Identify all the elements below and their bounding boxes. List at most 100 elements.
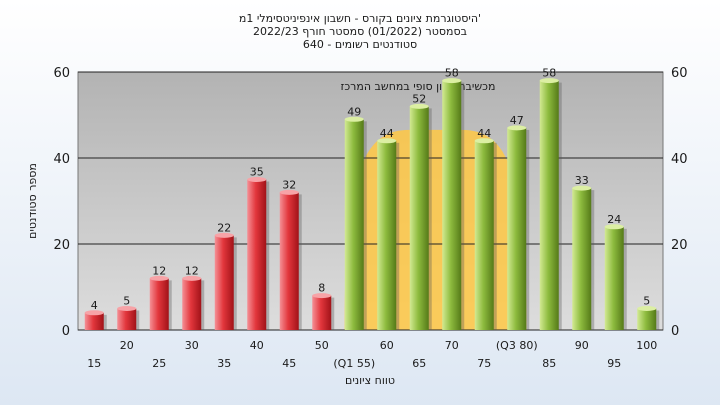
bar-cap [637,306,657,311]
data-label: 58 [542,67,556,80]
bar [247,177,270,330]
chart-title: היסטוגרמת ציונים בקורס - חשבון אינפיניטס… [239,12,481,51]
bar-cap [539,78,559,84]
chart-annotation: מכשיבה: ציון סופי במחשב המרכז [341,80,496,93]
bar-body [279,192,299,330]
bar-cap [279,189,299,195]
bar-body [247,179,267,330]
bar [539,78,562,330]
x-tick-label: (Q3 80) [496,339,538,352]
bar [474,138,497,330]
x-tick-label: 25 [152,357,166,370]
title-line-2: בסמסטר (01/2022) סמסטר חורף 2022/23 [253,25,467,38]
bar-cap [442,78,462,84]
x-tick-label: 60 [380,339,394,352]
bar [117,306,140,330]
bar-body [474,140,494,330]
data-label: 12 [152,264,166,277]
bar [344,116,367,330]
data-label: 33 [575,174,589,187]
bar [442,78,465,330]
x-tick-label: 90 [575,339,589,352]
data-label: 22 [217,221,231,234]
x-tick-label: 50 [315,339,329,352]
y-tick-label-right: 40 [671,152,688,167]
bar-body [539,80,559,330]
bar-body [637,308,657,330]
x-axis-ticks: 15 20 25 30 35 40 45 50 (Q1 55) 60 65 70 75 (Q3 80) 85… [87,339,657,370]
value-labels: 4 5 12 12 22 35 32 8 49 44 52 58 44 47 58 33 24 5 [91,67,651,312]
bar [409,103,432,331]
x-tick-label: (Q1 55) [333,357,375,370]
bar-body [312,295,332,330]
bar [377,138,400,330]
x-tick-label: 20 [120,339,134,352]
bar-cap [247,177,267,182]
bar [312,293,335,330]
data-label: 52 [412,92,426,105]
y-tick-label-left: 40 [53,152,70,167]
data-label: 47 [510,114,524,127]
bar-body [149,278,169,330]
x-tick-label: 45 [282,357,296,370]
data-label: 49 [347,105,361,118]
y-tick-label-right: 20 [671,238,688,253]
bar [604,224,627,330]
y-tick-label-left: 60 [53,66,70,81]
bar-cap [344,116,364,122]
x-tick-label: 75 [477,357,491,370]
y-axis-right: 0 20 40 60 [671,66,688,339]
y-axis-label: מספר סטודנטים [26,163,39,239]
bar [182,275,205,330]
bars [84,78,660,331]
y-tick-label-right: 0 [671,324,679,339]
x-axis-label: טווח ציונים [345,374,395,387]
x-tick-label: 65 [412,357,426,370]
bar-cap [149,275,169,281]
bar-body [84,312,104,330]
bar-cap [507,125,527,131]
bar-body [117,308,137,330]
bar-cap [182,275,202,281]
bar-body [507,127,527,331]
bar-cap [377,138,397,144]
bar-body [572,188,592,330]
x-tick-label: 95 [607,357,621,370]
bar-cap [117,306,137,311]
bar-body [409,106,429,331]
data-label: 24 [607,213,621,226]
data-label: 44 [477,127,491,140]
data-label: 58 [445,67,459,80]
x-tick-label: 35 [217,357,231,370]
y-tick-label-left: 20 [53,238,70,253]
bar [572,185,595,330]
bar [507,125,530,331]
bar-cap [84,310,104,316]
data-label: 4 [91,299,98,312]
x-tick-label: 70 [445,339,459,352]
title-line-3: 640 - סטודנטים רשומים [303,38,417,51]
bar-cap [409,103,429,109]
bar-cap [474,138,494,144]
data-label: 5 [643,295,650,308]
data-label: 8 [318,282,325,295]
title-line-1: היסטוגרמת ציונים בקורס - חשבון אינפיניטס… [239,12,481,25]
x-tick-label: 40 [250,339,264,352]
data-label: 35 [250,166,264,179]
bar [279,189,302,330]
x-tick-label: 100 [636,339,657,352]
bar [84,310,107,330]
x-tick-label: 15 [87,357,101,370]
x-tick-label: 85 [542,357,556,370]
y-tick-label-right: 60 [671,66,688,81]
bar-cap [214,232,234,238]
data-label: 12 [185,264,199,277]
y-tick-label-left: 0 [62,324,70,339]
bar-body [344,119,364,330]
data-label: 5 [123,295,130,308]
bar-body [377,140,397,330]
bar [214,232,237,330]
bar [149,275,172,330]
quartile-band [344,129,527,330]
